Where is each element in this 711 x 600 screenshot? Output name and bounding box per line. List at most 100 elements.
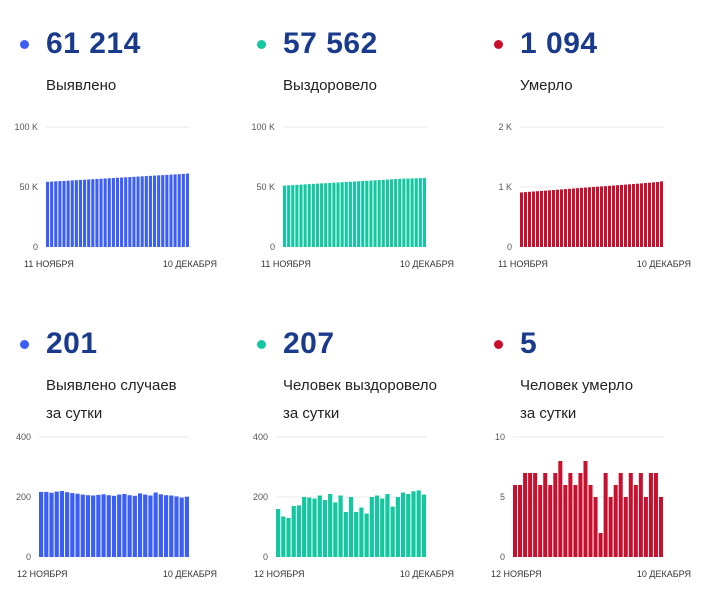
bar: [380, 498, 385, 557]
bar: [136, 176, 140, 247]
bar: [49, 492, 54, 557]
bar: [357, 181, 361, 247]
stat-label-line-1: Выявлено случаев: [46, 377, 177, 394]
bar: [548, 190, 551, 247]
stat-label: Человек умерло за сутки: [520, 372, 633, 428]
bar: [163, 495, 169, 557]
bar: [153, 492, 158, 557]
bar: [588, 485, 593, 557]
bar: [291, 185, 295, 247]
x-end-label: 10 ДЕКАБРЯ: [637, 569, 691, 579]
bar-chart: 0 5 10 12 НОЯБРЯ 10 ДЕКАБРЯ: [491, 432, 691, 579]
y-tick-label: 0: [500, 552, 505, 562]
bar: [552, 190, 555, 247]
bar: [394, 179, 398, 247]
y-tick-label: 100 K: [251, 122, 275, 132]
bar: [54, 181, 58, 247]
bar: [75, 493, 80, 557]
bar: [652, 182, 655, 247]
bar: [538, 485, 543, 557]
stat-value: 207: [283, 327, 335, 360]
y-tick-label: 10: [495, 432, 505, 442]
bar: [658, 497, 663, 557]
bar: [46, 181, 50, 247]
y-tick-label: 5: [500, 492, 505, 502]
bar: [276, 509, 281, 557]
bar: [620, 184, 623, 247]
x-end-label: 10 ДЕКАБРЯ: [163, 259, 217, 269]
bar: [177, 174, 181, 247]
stat-label: Человек выздоровело за сутки: [283, 372, 437, 428]
bar: [616, 185, 619, 247]
bar: [59, 491, 65, 557]
bar-chart: 0 200 400 12 НОЯБРЯ 10 ДЕКАБРЯ: [16, 432, 217, 579]
bar: [165, 174, 169, 247]
bar: [152, 175, 157, 247]
bar: [44, 491, 49, 557]
bar: [513, 485, 518, 557]
bar: [185, 173, 189, 247]
bar: [132, 495, 137, 557]
bar: [343, 512, 348, 557]
panel-died: 1 094 Умерло 0 1 K 2 K 11 НОЯБРЯ 10 ДЕКАБРЯ: [474, 0, 711, 300]
bar: [354, 512, 359, 557]
stat-row: 1 094: [494, 24, 598, 64]
bar: [576, 188, 579, 247]
stat-label: Выздоровело: [283, 72, 377, 100]
bar: [600, 186, 603, 247]
bullet-dot-icon: [257, 39, 266, 49]
bar: [365, 180, 369, 247]
stat-label-line-1: Выявлено: [46, 77, 117, 94]
bar-chart: 0 1 K 2 K 11 НОЯБРЯ 10 ДЕКАБРЯ: [498, 122, 691, 269]
bar: [117, 494, 122, 557]
x-start-label: 12 НОЯБРЯ: [254, 569, 305, 579]
x-start-label: 11 НОЯБРЯ: [261, 259, 311, 269]
bar: [127, 495, 132, 557]
bar: [633, 485, 638, 557]
bar: [638, 473, 643, 557]
bar: [544, 190, 547, 247]
bar: [568, 188, 571, 247]
bar: [83, 179, 87, 247]
stat-label: Выявлено: [46, 72, 116, 100]
bar: [643, 497, 648, 557]
bar: [578, 473, 583, 557]
x-end-label: 10 ДЕКАБРЯ: [400, 259, 454, 269]
bar: [592, 187, 595, 247]
bar: [303, 184, 307, 247]
bar: [348, 497, 354, 557]
bar: [628, 473, 633, 557]
panel-recovered: 57 562 Выздоровело 0 50 K 100 K 11 НОЯБРЯ 10 Д…: [237, 0, 474, 300]
bar: [640, 183, 643, 247]
bullet-dot-icon: [257, 339, 266, 349]
bar: [307, 184, 311, 247]
bar: [87, 179, 91, 247]
bar: [564, 189, 567, 247]
bar: [411, 491, 416, 557]
x-end-label: 10 ДЕКАБРЯ: [163, 569, 217, 579]
bar: [558, 461, 563, 557]
y-tick-label: 50 K: [256, 182, 275, 192]
y-tick-label: 400: [253, 432, 268, 442]
x-start-label: 11 НОЯБРЯ: [24, 259, 74, 269]
y-tick-label: 50 K: [19, 182, 38, 192]
bar: [608, 497, 613, 557]
bar: [421, 494, 426, 557]
bar: [307, 497, 312, 557]
bar: [377, 180, 381, 247]
bar: [91, 179, 95, 247]
bar: [96, 494, 101, 557]
bar: [58, 181, 62, 247]
y-tick-label: 0: [507, 242, 512, 252]
bar: [369, 180, 373, 247]
bar: [406, 494, 411, 557]
bar: [184, 496, 189, 557]
stat-label-line-1: Человек выздоровело: [283, 377, 437, 394]
bar: [122, 494, 127, 557]
stat-label-line-2: за сутки: [520, 405, 577, 422]
stat-label: Выявлено случаев за сутки: [46, 372, 177, 428]
bar: [157, 175, 161, 247]
bar: [111, 495, 117, 557]
bar: [556, 189, 559, 247]
bar: [317, 495, 322, 557]
